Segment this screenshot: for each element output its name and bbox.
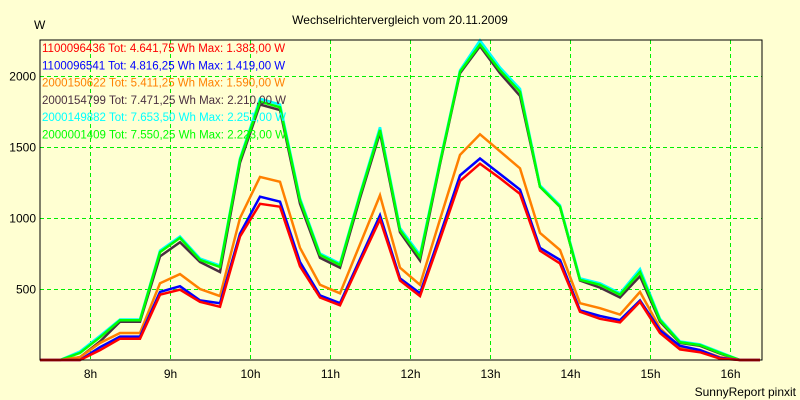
chart-title: Wechselrichtervergleich vom 20.11.2009 bbox=[292, 13, 508, 27]
footer-credit: SunnyReport pinxit bbox=[695, 385, 797, 399]
x-tick-label: 15h bbox=[640, 367, 660, 381]
x-tick-label: 9h bbox=[164, 367, 177, 381]
legend: 1100096436 Tot: 4.641,75 Wh Max: 1.383,0… bbox=[42, 43, 286, 142]
x-tick-label: 11h bbox=[321, 367, 340, 381]
x-tick-label: 10h bbox=[240, 367, 260, 381]
y-tick-label: 500 bbox=[16, 283, 36, 297]
x-tick-label: 12h bbox=[400, 367, 420, 381]
y-tick-label: 1500 bbox=[9, 141, 36, 155]
x-tick-label: 16h bbox=[720, 367, 740, 381]
plot-frame bbox=[39, 39, 763, 361]
y-tick-label: 1000 bbox=[9, 212, 36, 226]
series-line-1100096436 bbox=[40, 162, 760, 362]
x-tick-label: 8h bbox=[84, 367, 97, 381]
series-line-1100096541 bbox=[40, 156, 760, 362]
grid bbox=[40, 40, 762, 360]
legend-entry-2000150622: 2000150622 Tot: 5.411,25 Wh Max: 1.590,0… bbox=[42, 78, 285, 90]
x-tick-label: 14h bbox=[560, 367, 580, 381]
x-tick-label: 13h bbox=[480, 367, 500, 381]
legend-entry-2000154799: 2000154799 Tot: 7.471,25 Wh Max: 2.210,0… bbox=[42, 95, 286, 107]
series-lines bbox=[40, 38, 760, 362]
legend-entry-1100096541: 1100096541 Tot: 4.816,25 Wh Max: 1.419,0… bbox=[42, 60, 285, 72]
y-axis-unit-label: W bbox=[34, 18, 46, 32]
legend-entry-2000001409: 2000001409 Tot: 7.550,25 Wh Max: 2.223,0… bbox=[42, 130, 286, 142]
legend-entry-1100096436: 1100096436 Tot: 4.641,75 Wh Max: 1.383,0… bbox=[42, 43, 285, 55]
series-line-2000150622 bbox=[40, 132, 760, 362]
y-tick-label: 2000 bbox=[9, 70, 36, 84]
tick-labels: 8h 9h 10h 11h 12h 13h 14h 15h 16h 500 1000 1500 2000 bbox=[9, 70, 740, 382]
legend-entry-2000149882: 2000149882 Tot: 7.653,50 Wh Max: 2.251,0… bbox=[42, 112, 286, 124]
series-line-2000001409 bbox=[40, 42, 760, 362]
